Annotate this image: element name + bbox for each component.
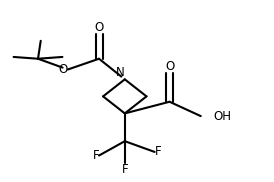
Text: OH: OH xyxy=(214,110,232,123)
Text: O: O xyxy=(59,63,68,76)
Text: N: N xyxy=(116,66,125,79)
Text: F: F xyxy=(121,163,128,176)
Text: O: O xyxy=(95,21,104,34)
Text: F: F xyxy=(92,149,99,162)
Text: O: O xyxy=(165,60,174,73)
Text: F: F xyxy=(155,145,161,159)
